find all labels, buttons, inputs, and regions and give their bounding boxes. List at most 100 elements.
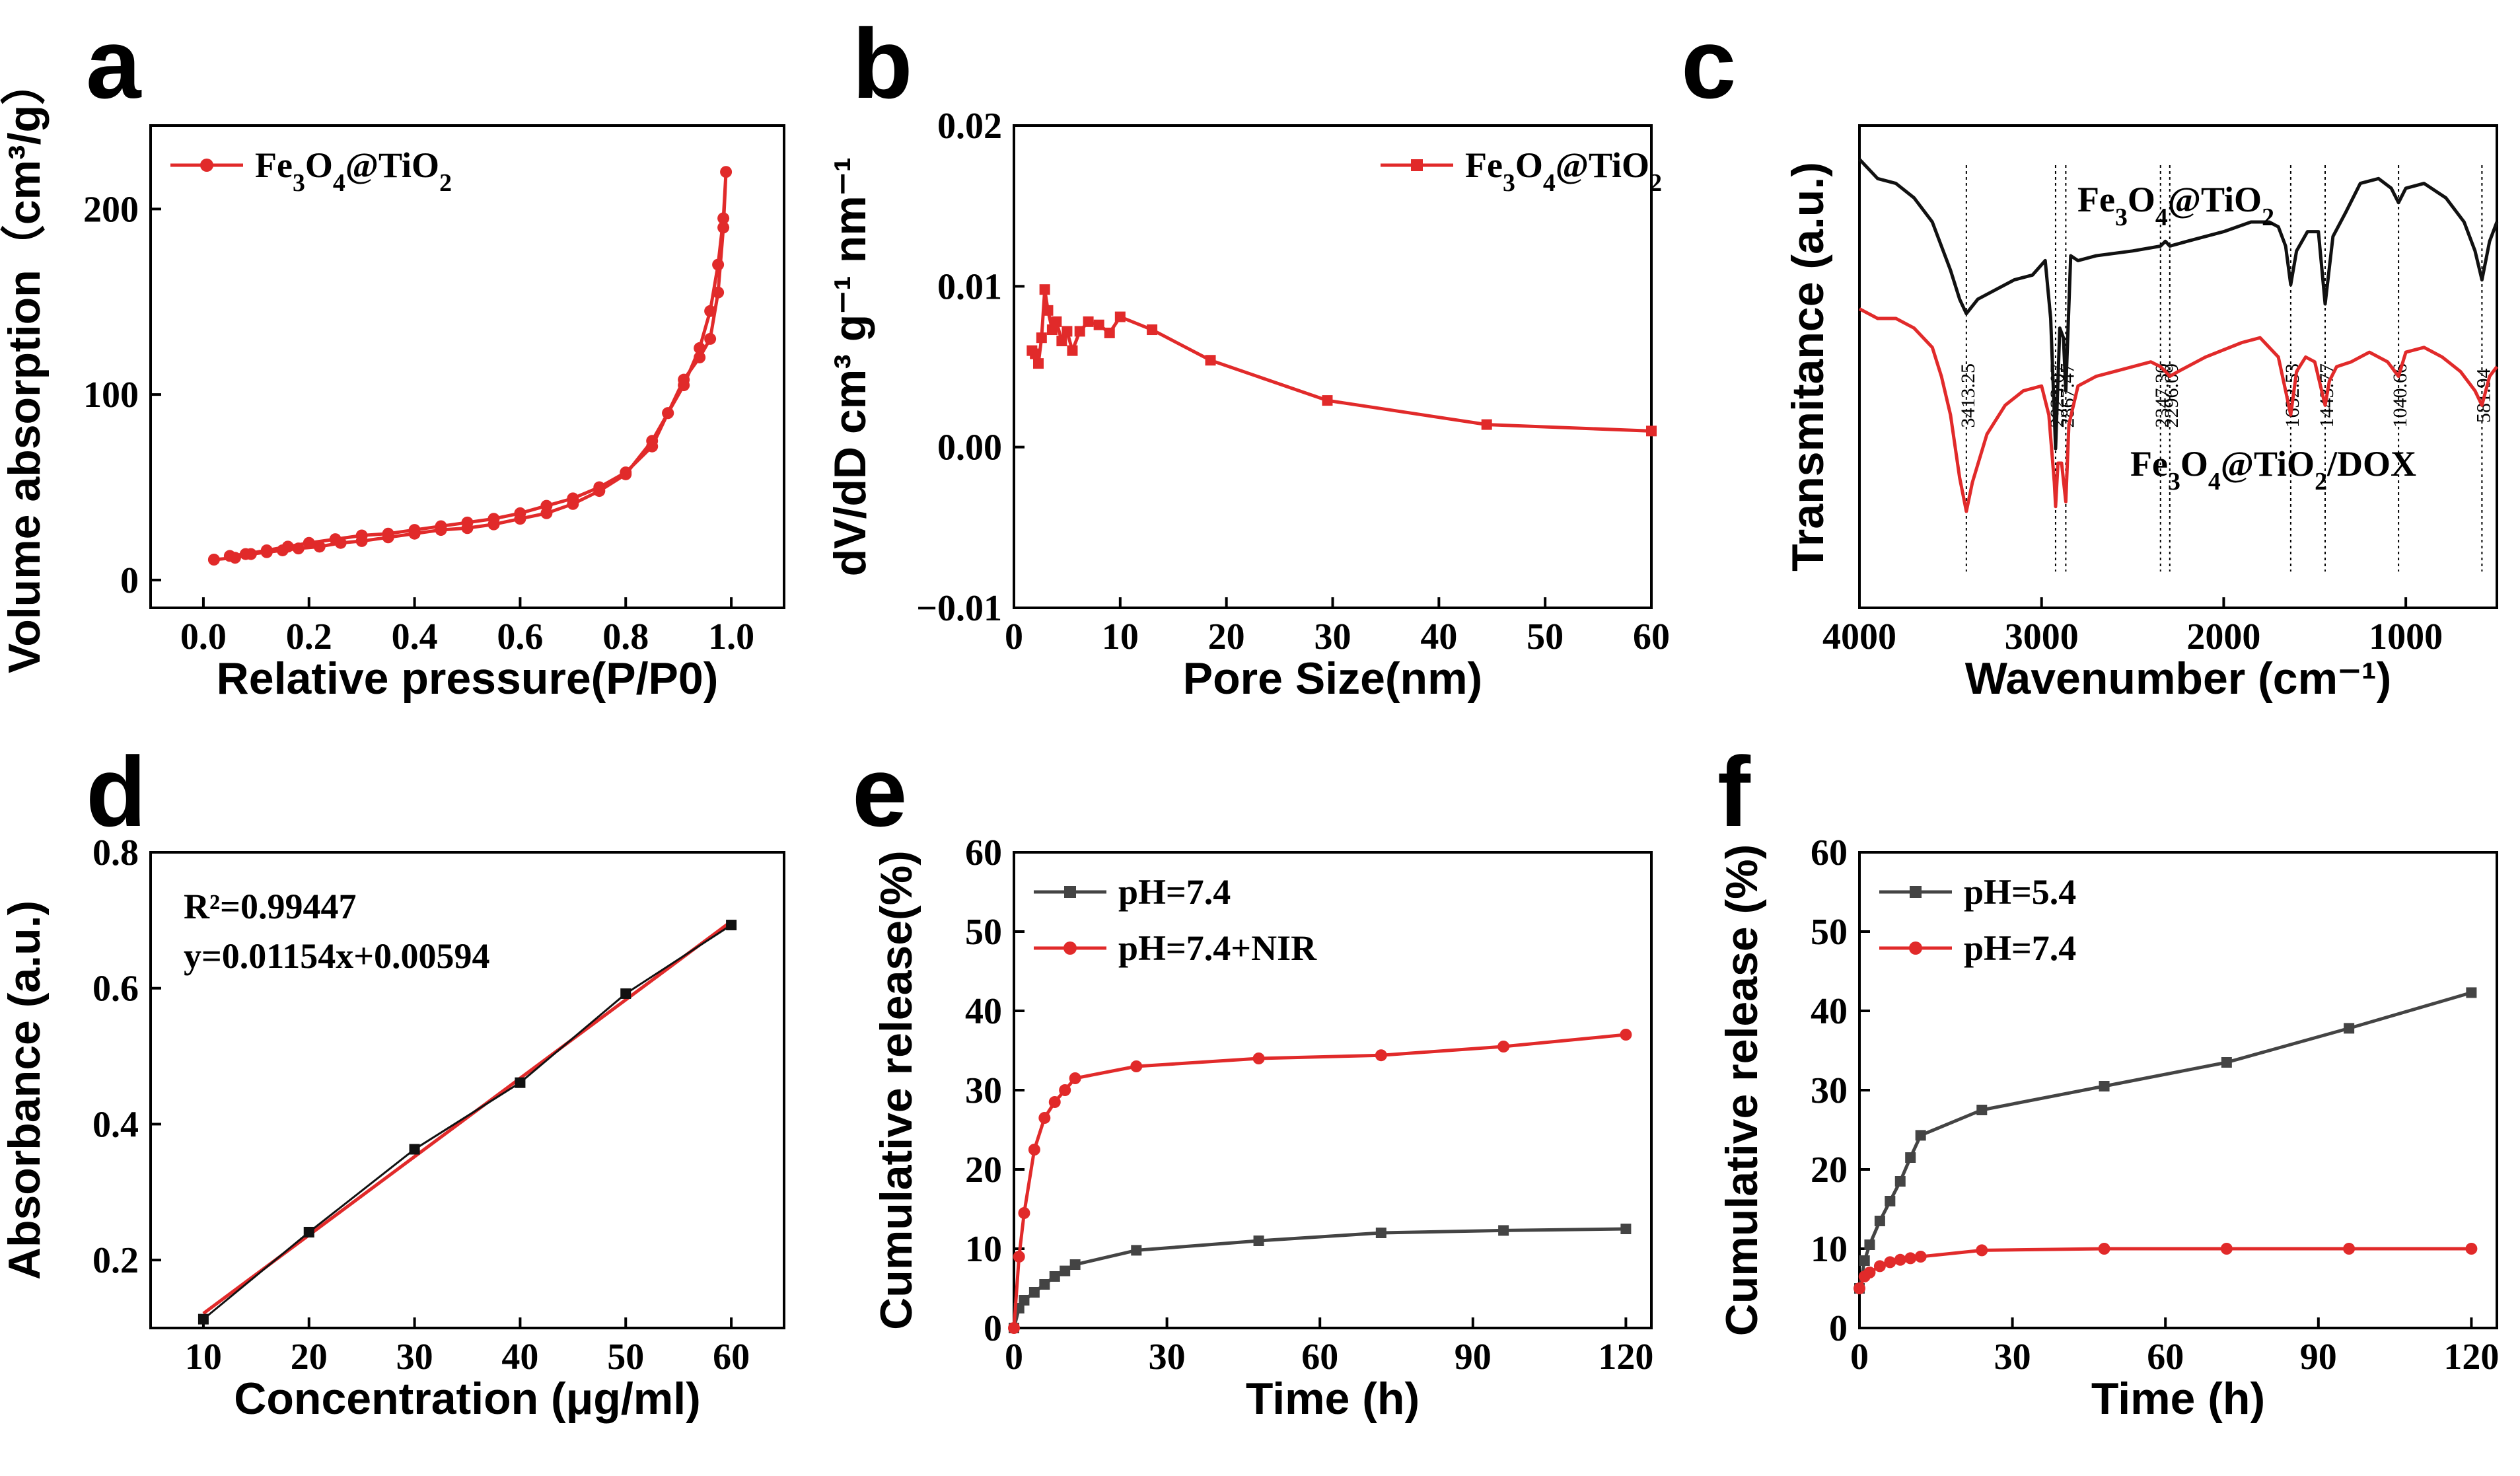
- x-tick-label: 0: [1005, 1337, 1023, 1378]
- data-point: [1253, 1236, 1264, 1246]
- data-point: [1074, 326, 1085, 337]
- data-point: [1083, 316, 1094, 327]
- legend-marker: [1063, 941, 1077, 955]
- x-tick-label: 90: [1455, 1337, 1492, 1378]
- data-point: [461, 516, 474, 529]
- data-point: [1048, 1096, 1061, 1108]
- series-line: [1857, 1247, 2472, 1289]
- data-point: [1854, 1282, 1865, 1294]
- legend-label: Fe3O4@TiO2/DOX: [2130, 444, 2416, 496]
- data-point: [1032, 358, 1044, 369]
- y-tick-label: 0: [1829, 1308, 1848, 1349]
- data-point: [2098, 1243, 2110, 1255]
- data-point: [292, 542, 305, 555]
- x-axis-label: Time (h): [1246, 1374, 1420, 1424]
- data-point: [1904, 1252, 1917, 1265]
- y-axis-label: dV/dD cm³ g⁻¹ nm⁻¹: [825, 157, 875, 577]
- data-point: [1018, 1207, 1030, 1219]
- x-tick-label: 3000: [2005, 616, 2079, 657]
- data-point: [1864, 1239, 1875, 1250]
- x-tick-label: 0: [1850, 1337, 1869, 1378]
- x-tick-label: 30: [396, 1337, 433, 1378]
- y-tick-label: 40: [965, 991, 1002, 1032]
- y-tick-label: 40: [1811, 991, 1848, 1032]
- data-point: [1036, 332, 1047, 344]
- y-tick-label: 0.00: [937, 427, 1002, 468]
- data-point: [694, 351, 706, 363]
- x-tick-label: 20: [1208, 616, 1245, 657]
- data-point: [694, 342, 706, 354]
- y-tick-label: 10: [1811, 1229, 1848, 1270]
- data-point: [593, 481, 606, 494]
- y-axis-label: Cumulative release(%): [871, 850, 921, 1330]
- x-tick-label: 40: [501, 1337, 538, 1378]
- data-point: [313, 540, 326, 553]
- data-point: [567, 492, 579, 505]
- data-point: [2465, 1243, 2478, 1255]
- x-tick-label: 120: [2443, 1337, 2499, 1378]
- data-point: [1481, 419, 1492, 430]
- data-point: [1114, 311, 1126, 322]
- data-point: [329, 533, 342, 546]
- data-point: [2221, 1057, 2232, 1068]
- data-point: [1976, 1244, 1988, 1257]
- data-point: [1069, 1259, 1081, 1270]
- legend-label: Fe3O4@TiO2: [1465, 145, 1662, 197]
- legend-marker: [1910, 886, 1922, 898]
- x-tick-label: 60: [2147, 1337, 2184, 1378]
- plot-frame: [149, 124, 785, 609]
- data-point: [1894, 1176, 1906, 1187]
- series-line: [1858, 307, 2498, 513]
- data-point: [1375, 1049, 1387, 1062]
- y-axis-label: Transmitance (a.u.): [1783, 162, 1833, 572]
- data-point: [1104, 327, 1115, 338]
- data-point: [303, 536, 315, 549]
- data-point: [620, 466, 632, 479]
- data-point: [1067, 345, 1078, 356]
- data-point: [514, 507, 526, 519]
- series-0: [1026, 284, 1657, 437]
- series-line: [1857, 990, 2472, 1289]
- data-point: [712, 286, 725, 299]
- x-tick-label: 0.2: [286, 616, 332, 657]
- data-point: [1885, 1196, 1896, 1206]
- series-1: [1008, 1029, 1632, 1334]
- x-axis-label: Pore Size(nm): [1183, 653, 1482, 704]
- y-tick-label: 0: [120, 560, 139, 601]
- data-point: [1028, 1287, 1040, 1298]
- legend-marker: [1064, 886, 1076, 898]
- chart-panel-b: b 0 10 20 30 40 50 60 −0.01 0.00 0.01 0.02 Pore Size…: [825, 8, 1670, 704]
- series-line: [1012, 1227, 1626, 1329]
- y-tick-label: 30: [965, 1070, 1002, 1111]
- data-point: [2466, 987, 2477, 998]
- data-point: [1060, 1265, 1071, 1276]
- x-axis-label: Relative pressure(P/P0): [217, 653, 719, 704]
- x-tick-label: 1000: [2369, 616, 2443, 657]
- x-tick-label: 50: [607, 1337, 644, 1378]
- data-point: [2344, 1023, 2355, 1034]
- series-0: [1858, 158, 2499, 451]
- y-tick-label: 0.6: [92, 969, 139, 1010]
- plot-frame: [149, 851, 785, 1329]
- x-tick-label: 90: [2300, 1337, 2337, 1378]
- series-0: [1009, 1224, 1632, 1333]
- data-point: [1620, 1224, 1632, 1234]
- series-line: [1030, 287, 1652, 433]
- y-tick-label: 0.4: [92, 1104, 139, 1145]
- data-point: [1874, 1216, 1885, 1226]
- data-point: [1646, 425, 1657, 437]
- data-point: [678, 373, 690, 386]
- data-point: [1620, 1029, 1632, 1041]
- series-line: [202, 924, 732, 1320]
- data-point: [1894, 1253, 1906, 1266]
- y-tick-label: 100: [83, 375, 139, 416]
- x-tick-label: 20: [291, 1337, 328, 1378]
- peak-label: 2296.09: [2161, 363, 2182, 428]
- plot-frame: [1013, 124, 1653, 609]
- data-point: [239, 548, 252, 560]
- y-tick-label: 20: [1811, 1150, 1848, 1191]
- series-0: [207, 166, 733, 566]
- data-point: [281, 540, 294, 553]
- data-point: [620, 988, 631, 999]
